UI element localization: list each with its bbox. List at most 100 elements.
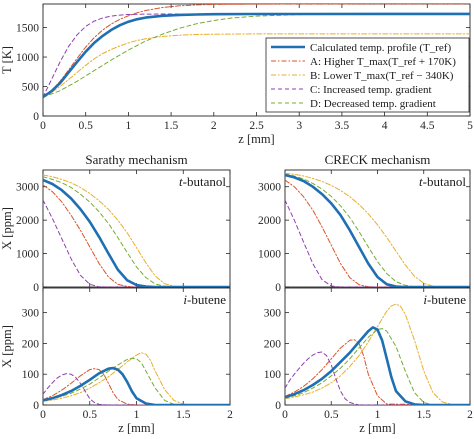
panel-creck-tbutanol: 0 1000 2000 3000 CRECK mechanism t-butanol (258, 152, 471, 294)
series-line-calculated (285, 173, 470, 287)
y-axis-label: T [K] (0, 46, 14, 74)
legend-entry-higher: A: Higher T_max(T_ref + 170K) (310, 56, 456, 68)
y-tick-label: 200 (22, 338, 40, 350)
legend-entry-decreased: D: Decreased temp. gradient (310, 98, 436, 110)
species-name: -butanol (183, 174, 227, 189)
legend-entry-calculated: Calculated temp. profile (T_ref) (310, 42, 451, 54)
species-name: -butene (427, 292, 466, 307)
species-prefix: i (183, 292, 187, 307)
series-line-calculated (43, 366, 230, 405)
series-line-lower (43, 174, 230, 287)
x-tick-label: 0 (40, 409, 46, 421)
series-group (285, 303, 470, 405)
x-tick-label: 4.5 (420, 120, 435, 132)
series-group (43, 4, 470, 99)
series-line-calculated (285, 326, 470, 405)
x-tick-label: 1.5 (176, 409, 191, 421)
series-line-increased (43, 373, 230, 405)
species-label: t-butanol (419, 174, 466, 189)
y-tick-label: 500 (22, 82, 40, 94)
x-tick-label: 2 (467, 409, 473, 421)
x-tick-label: 0.5 (83, 409, 98, 421)
y-tick-label: 0 (275, 282, 281, 294)
series-line-lower (43, 33, 470, 98)
y-tick-label: 200 (264, 338, 282, 350)
x-tick-label: 0.5 (79, 120, 94, 132)
x-axis-label: z [mm] (118, 421, 154, 435)
x-tick-label: 0 (40, 120, 46, 132)
y-tick-label: 0 (33, 111, 39, 123)
series-group (43, 174, 230, 287)
species-name: -butene (187, 292, 226, 307)
panel-title: CRECK mechanism (325, 152, 431, 167)
axes-frame (284, 287, 471, 406)
x-tick-label: 0 (282, 409, 288, 421)
series-line-increased (43, 199, 230, 287)
x-tick-label: 3.5 (335, 120, 350, 132)
series-line-higher (285, 179, 470, 287)
panel-title: Sarathy mechanism (85, 152, 187, 167)
series-line-higher (285, 339, 470, 405)
y-tick-label: 100 (264, 369, 282, 381)
y-tick-label: 0 (33, 400, 39, 412)
species-label: i-butene (183, 292, 226, 307)
y-tick-label: 100 (22, 369, 40, 381)
species-label: i-butene (423, 292, 466, 307)
series-line-increased (285, 199, 470, 287)
series-line-decreased (43, 176, 230, 287)
x-tick-label: 3 (296, 120, 302, 132)
series-line-higher (43, 368, 230, 405)
x-tick-label: 0.5 (324, 409, 339, 421)
species-prefix: t (419, 174, 423, 189)
x-tick-label: 1 (134, 409, 140, 421)
y-tick-label: 1500 (16, 23, 39, 35)
legend: Calculated temp. profile (T_ref) A: Highe… (265, 37, 470, 113)
x-tick-label: 2 (211, 120, 217, 132)
x-axis-label: z [mm] (359, 421, 395, 435)
species-label: t-butanol (179, 174, 226, 189)
series-line-higher (43, 184, 230, 287)
legend-entry-lower: B: Lower T_max(T_ref − 340K) (310, 70, 454, 82)
y-tick-label: 1000 (16, 52, 39, 64)
y-tick-label: 300 (264, 308, 282, 320)
series-line-higher (43, 4, 470, 98)
x-tick-label: 5 (467, 120, 473, 132)
series-line-decreased (285, 328, 470, 405)
x-tick-label: 2 (227, 409, 233, 421)
species-name: -butanol (423, 174, 467, 189)
series-line-decreased (43, 357, 230, 405)
series-group (43, 352, 230, 405)
y-tick-label: 0 (33, 282, 39, 294)
series-line-lower (43, 352, 230, 405)
panel-sarathy-ibutene: 0 100 200 300 0 0.5 1 1.5 2 z [mm] X [ppm] i-butene (0, 287, 233, 435)
species-prefix: t (179, 174, 183, 189)
panel-sarathy-tbutanol: 0 1000 2000 3000 X [ppm] Sarathy mechanism t-b… (0, 152, 231, 294)
series-group (285, 172, 470, 287)
y-tick-label: 3000 (16, 182, 39, 194)
y-tick-label: 0 (275, 400, 281, 412)
series-line-lower (285, 303, 470, 405)
y-tick-label: 1000 (16, 249, 39, 261)
x-tick-label: 1.5 (164, 120, 179, 132)
y-axis-label: X [ppm] (0, 325, 14, 368)
panel-top: 0 500 1000 1500 0 0.5 1 1.5 2 2.5 3 3.5 4 4.5 5 z [mm] T… (0, 3, 473, 146)
y-tick-label: 3000 (258, 182, 281, 194)
panel-creck-ibutene: 0 100 200 300 0 0.5 1 1.5 2 z [mm] i-butene (264, 287, 473, 435)
x-axis-label: z [mm] (238, 132, 274, 146)
y-axis-label: X [ppm] (0, 207, 14, 250)
x-tick-label: 1.5 (417, 409, 432, 421)
y-tick-label: 1000 (258, 249, 281, 261)
x-tick-label: 1 (126, 120, 132, 132)
y-tick-label: 2000 (258, 215, 281, 227)
x-tick-label: 2.5 (249, 120, 264, 132)
series-line-calculated (43, 12, 470, 99)
species-prefix: i (423, 292, 427, 307)
y-tick-label: 300 (22, 308, 40, 320)
legend-entry-increased: C: Increased temp. gradient (310, 84, 432, 96)
series-line-increased (285, 351, 470, 405)
series-line-lower (285, 172, 470, 287)
y-tick-label: 2000 (16, 215, 39, 227)
x-tick-label: 1 (375, 409, 381, 421)
series-line-calculated (43, 178, 230, 287)
